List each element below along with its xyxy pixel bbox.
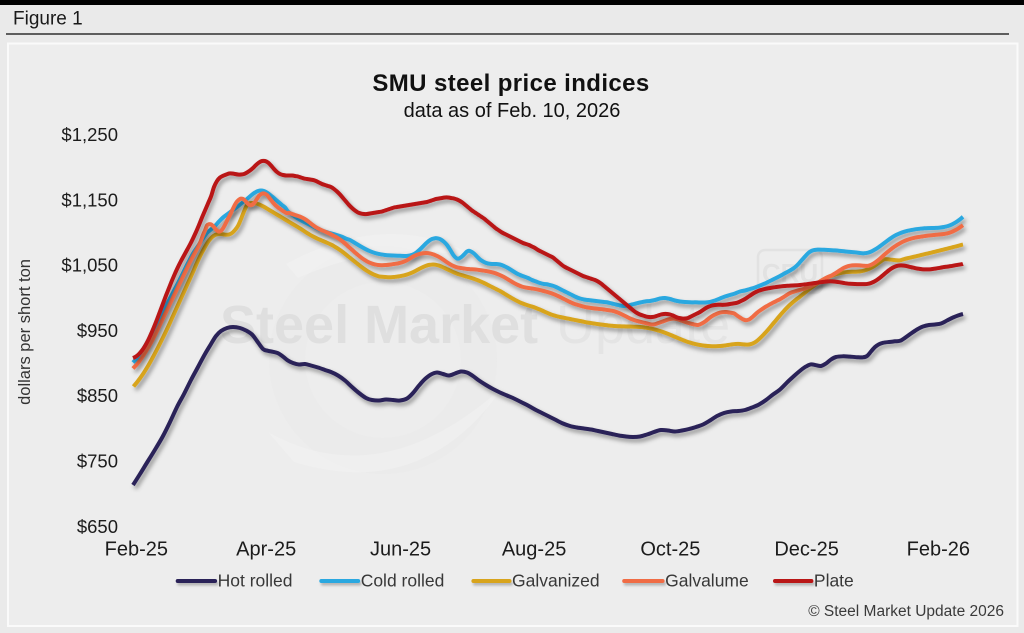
svg-text:$1,050: $1,050 — [61, 255, 118, 276]
svg-text:Steel Market: Steel Market — [220, 295, 538, 355]
svg-text:dollars per short ton: dollars per short ton — [16, 259, 34, 405]
svg-text:Cold rolled: Cold rolled — [361, 571, 445, 591]
svg-text:Feb-26: Feb-26 — [907, 539, 970, 561]
svg-text:Galvanized: Galvanized — [512, 571, 600, 591]
svg-text:$1,250: $1,250 — [61, 124, 118, 145]
svg-text:Galvalume: Galvalume — [665, 571, 749, 591]
svg-text:Dec-25: Dec-25 — [774, 539, 838, 561]
svg-text:Hot rolled: Hot rolled — [218, 571, 293, 591]
svg-text:$750: $750 — [77, 451, 118, 472]
svg-text:Aug-25: Aug-25 — [502, 539, 567, 561]
svg-text:$850: $850 — [77, 385, 118, 406]
svg-text:$1,150: $1,150 — [61, 189, 118, 210]
svg-text:© Steel Market Update 2026: © Steel Market Update 2026 — [808, 603, 1004, 620]
svg-text:Figure 1: Figure 1 — [13, 9, 83, 30]
svg-text:Feb-25: Feb-25 — [105, 539, 168, 561]
svg-text:Apr-25: Apr-25 — [236, 539, 296, 561]
svg-text:$950: $950 — [77, 320, 118, 341]
svg-text:Jun-25: Jun-25 — [370, 539, 431, 561]
svg-text:Plate: Plate — [814, 571, 854, 591]
svg-text:data as of Feb. 10, 2026: data as of Feb. 10, 2026 — [404, 100, 621, 122]
svg-text:SMU steel price indices: SMU steel price indices — [372, 70, 649, 97]
svg-text:$650: $650 — [77, 516, 118, 537]
svg-text:Oct-25: Oct-25 — [640, 539, 700, 561]
